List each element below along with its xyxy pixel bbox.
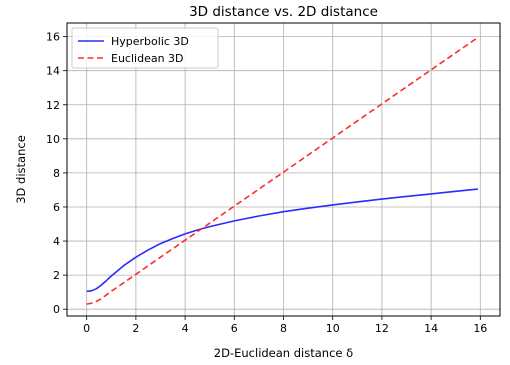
y-tick-label: 16 bbox=[46, 31, 60, 44]
y-tick-label: 12 bbox=[46, 99, 60, 112]
x-tick-label: 4 bbox=[182, 322, 189, 335]
x-tick-label: 12 bbox=[375, 322, 389, 335]
x-tick-label: 8 bbox=[280, 322, 287, 335]
chart-title: 3D distance vs. 2D distance bbox=[189, 4, 378, 20]
legend-label: Euclidean 3D bbox=[111, 52, 184, 65]
x-tick-label: 6 bbox=[231, 322, 238, 335]
y-tick-label: 0 bbox=[53, 303, 60, 316]
x-tick-label: 2 bbox=[132, 322, 139, 335]
x-tick-label: 0 bbox=[83, 322, 90, 335]
grid bbox=[67, 23, 500, 316]
x-tick-label: 16 bbox=[473, 322, 487, 335]
y-tick-label: 10 bbox=[46, 133, 60, 146]
y-tick-label: 2 bbox=[53, 269, 60, 282]
y-tick-label: 8 bbox=[53, 167, 60, 180]
legend-label: Hyperbolic 3D bbox=[111, 35, 189, 48]
y-tick-label: 14 bbox=[46, 65, 60, 78]
x-axis-label: 2D-Euclidean distance δ bbox=[214, 346, 353, 360]
axis-ticks: 0 2 4 6 8 10 12 14 16 0 2 4 6 8 10 12 14 16 bbox=[46, 31, 487, 335]
plot-series bbox=[86, 36, 479, 305]
series-line-hyperbolic-3d bbox=[86, 188, 478, 293]
series-line-euclidean-3d bbox=[86, 36, 479, 305]
x-tick-label: 14 bbox=[424, 322, 438, 335]
legend: Hyperbolic 3D Euclidean 3D bbox=[71, 27, 219, 69]
x-tick-label: 10 bbox=[326, 322, 340, 335]
y-tick-label: 4 bbox=[53, 235, 60, 248]
y-tick-label: 6 bbox=[53, 201, 60, 214]
legend-box bbox=[71, 27, 219, 69]
y-axis-label: 3D distance bbox=[14, 135, 28, 204]
